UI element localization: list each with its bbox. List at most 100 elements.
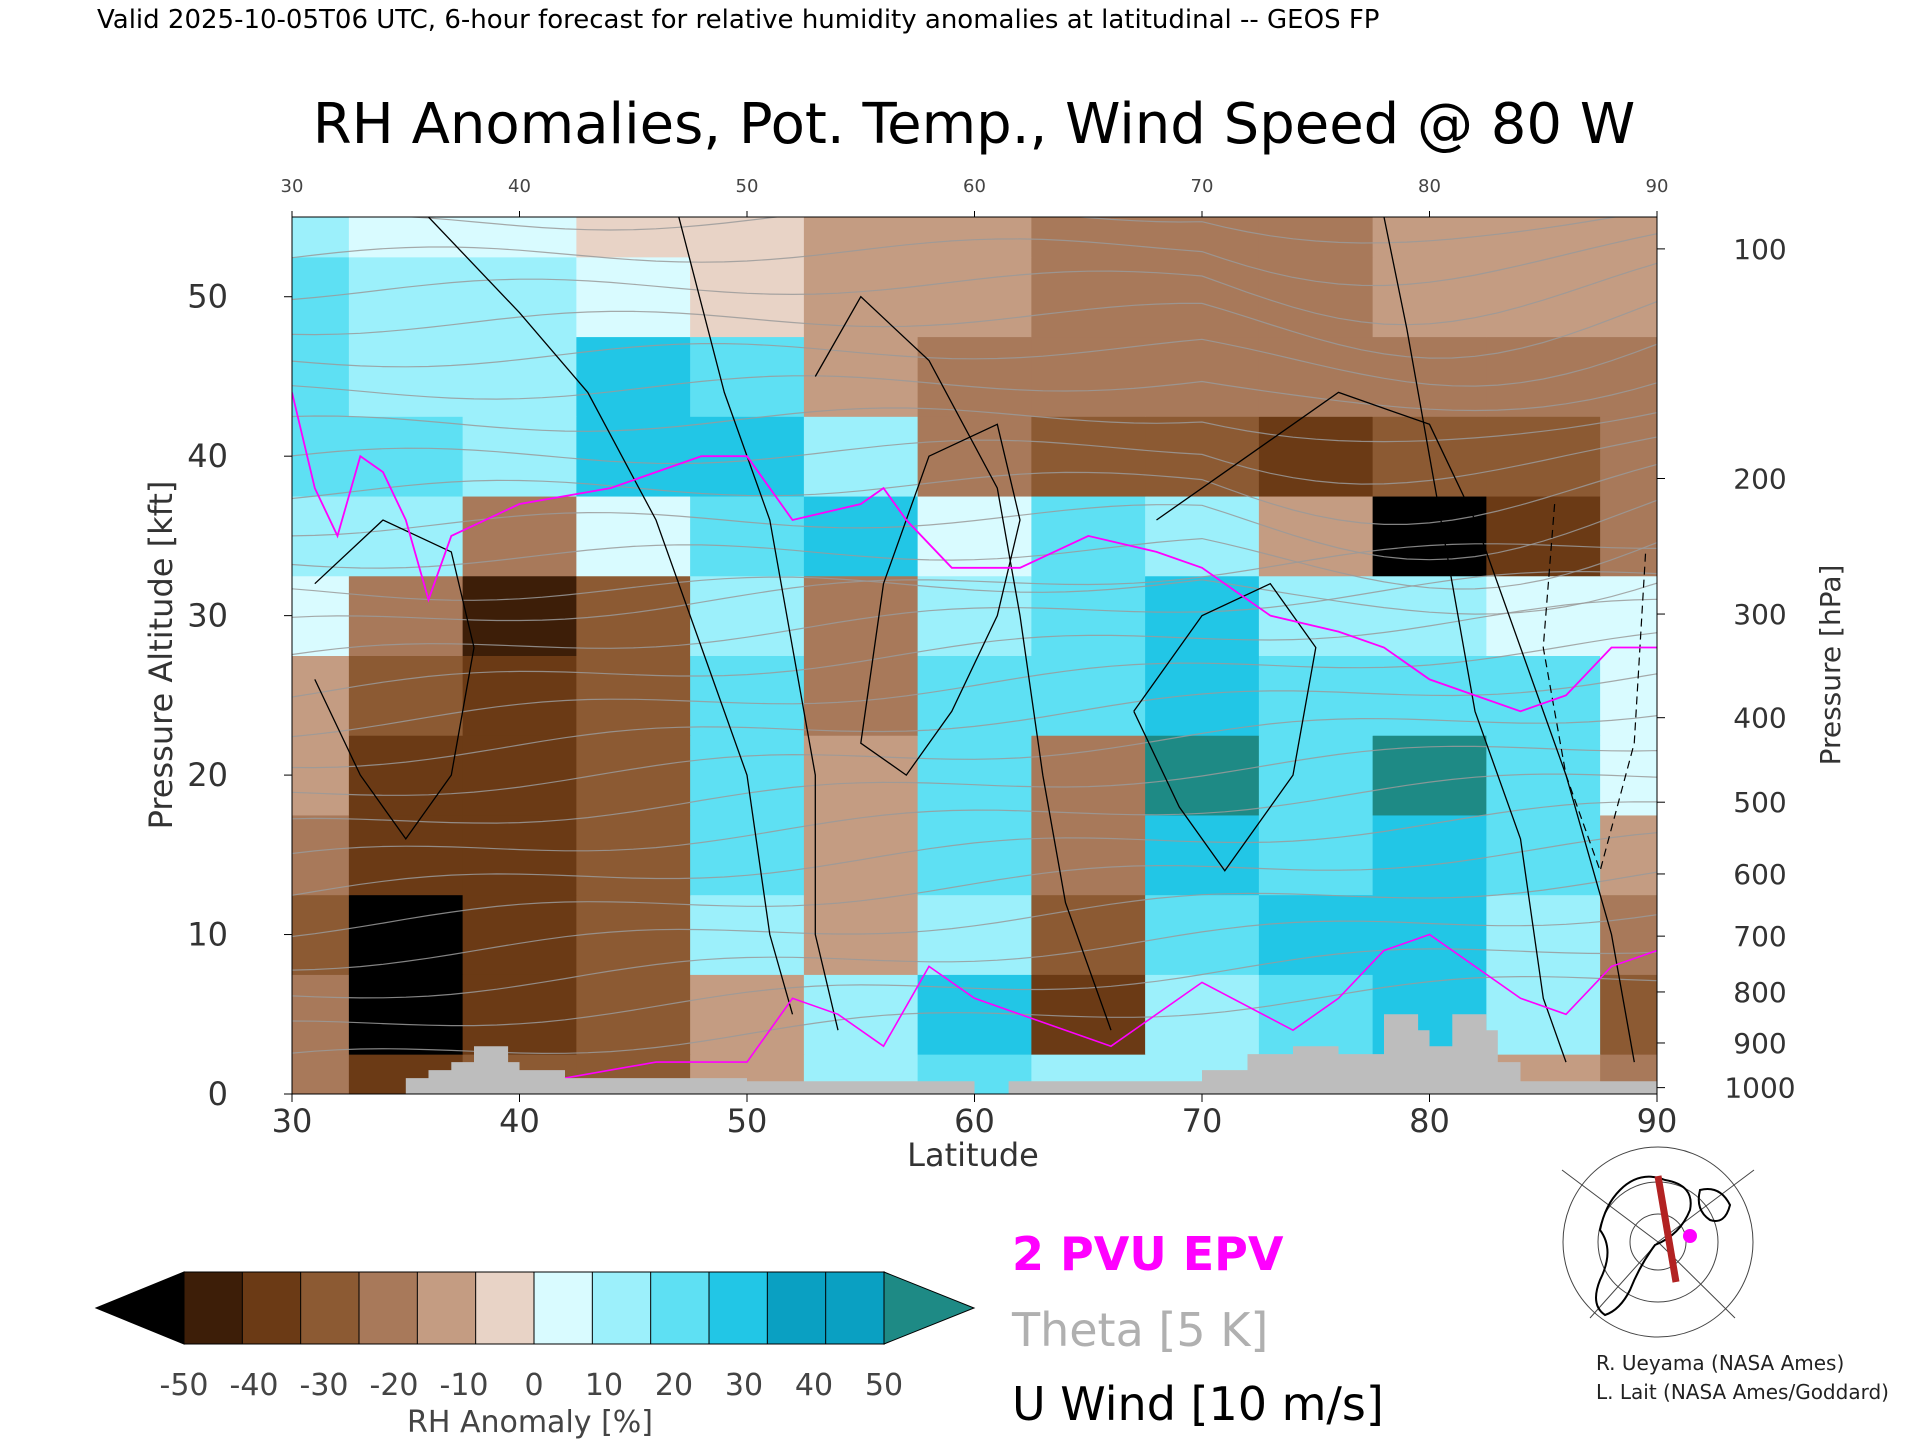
rh-cell <box>292 814 350 896</box>
rh-cell <box>1258 735 1374 816</box>
inset-map <box>1558 1146 1758 1338</box>
rh-cell <box>1145 814 1260 896</box>
rh-cell <box>1258 256 1374 338</box>
rh-cell <box>292 974 350 1055</box>
rh-cell <box>917 575 1032 656</box>
rh-cell <box>1486 496 1601 577</box>
rh-cell <box>462 655 577 736</box>
rh-cell <box>917 256 1032 338</box>
theta-line <box>292 914 1657 999</box>
rh-cell <box>917 496 1032 577</box>
rh-cell <box>1145 655 1260 736</box>
rh-cell <box>462 974 577 1055</box>
rh-cell <box>1372 496 1487 577</box>
rh-cell <box>348 894 464 975</box>
rh-cell <box>576 655 691 736</box>
y2-tick-label: 100 <box>1733 233 1786 266</box>
colorbar-under-arrow <box>94 1271 185 1345</box>
wind-contour <box>1156 391 1635 1063</box>
rh-cell <box>292 217 350 258</box>
rh-cell <box>690 217 805 258</box>
y2-tick-label: 600 <box>1733 858 1786 891</box>
rh-cell <box>348 974 464 1055</box>
colorbar-over-arrow <box>883 1271 976 1345</box>
rh-cell <box>462 575 577 656</box>
colorbar-tick-label: -20 <box>370 1368 419 1403</box>
rh-cell <box>462 814 577 896</box>
rh-anomaly-field <box>292 217 1657 1094</box>
rh-cell <box>1600 814 1657 896</box>
wind-contour <box>1133 582 1317 872</box>
rh-cell <box>803 814 919 896</box>
rh-cell <box>1600 575 1657 656</box>
rh-cell <box>1258 416 1374 497</box>
epv-contour <box>292 392 1657 1079</box>
rh-cell <box>1486 575 1601 656</box>
rh-cell <box>803 655 919 736</box>
rh-cell <box>1600 336 1657 417</box>
rh-cell <box>576 814 691 896</box>
rh-cell <box>690 814 805 896</box>
rh-cell <box>917 217 1032 258</box>
colorbar-swatch <box>825 1271 886 1345</box>
colorbar-swatch <box>241 1271 302 1345</box>
rh-cell <box>917 336 1032 417</box>
x-tick-label: 70 <box>1182 1102 1223 1140</box>
rh-cell <box>690 336 805 417</box>
rh-cell <box>1145 894 1260 975</box>
rh-cell <box>462 894 577 975</box>
chart-title: RH Anomalies, Pot. Temp., Wind Speed @ 8… <box>313 92 1635 157</box>
top-tick-label: 30 <box>281 176 304 197</box>
theta-line <box>292 871 1657 971</box>
rh-cell <box>690 974 805 1055</box>
theta-line <box>292 537 1657 590</box>
legend-theta: Theta [5 K] <box>1011 1303 1268 1357</box>
legend-epv: 2 PVU EPV <box>1012 1227 1284 1281</box>
colorbar-swatch <box>766 1271 827 1345</box>
rh-cell <box>1145 496 1260 577</box>
rh-cell <box>576 894 691 975</box>
y2-tick-label: 500 <box>1733 786 1786 819</box>
theta-line <box>292 632 1657 738</box>
rh-cell <box>1258 496 1374 577</box>
rh-cell <box>348 814 464 896</box>
rh-cell <box>1145 416 1260 497</box>
inset-marker <box>1683 1229 1697 1243</box>
theta-line <box>292 375 1657 412</box>
y2-tick-label: 800 <box>1733 976 1786 1009</box>
colorbar-tick-label: -40 <box>230 1368 279 1403</box>
theta-line <box>292 571 1657 656</box>
rh-cell <box>1600 496 1657 577</box>
rh-cell <box>348 217 464 258</box>
wind-contours <box>314 217 1647 1063</box>
rh-cell <box>348 496 464 577</box>
colorbar-tick-label: -30 <box>300 1368 349 1403</box>
colorbar-swatch <box>650 1271 711 1345</box>
top-tick-label: 90 <box>1646 176 1669 197</box>
rh-cell <box>576 496 691 577</box>
rh-cell <box>1486 416 1601 497</box>
credit-2: L. Lait (NASA Ames/Goddard) <box>1596 1380 1889 1404</box>
theta-line <box>292 407 1657 443</box>
x-tick-label: 40 <box>499 1102 540 1140</box>
theta-line <box>292 975 1657 1055</box>
rh-cell <box>1372 256 1487 338</box>
rh-cell <box>576 575 691 656</box>
colorbar-tick-label: 30 <box>725 1368 763 1403</box>
y2-tick-label: 300 <box>1733 598 1786 631</box>
rh-cell <box>462 496 577 577</box>
rh-cell <box>1031 575 1146 656</box>
theta-line <box>292 745 1657 824</box>
legend-wind: U Wind [10 m/s] <box>1012 1377 1384 1431</box>
inset-track-line <box>1654 1175 1680 1283</box>
rh-cell <box>1486 894 1601 975</box>
credit-1: R. Ueyama (NASA Ames) <box>1596 1351 1844 1375</box>
rh-cell <box>1031 256 1146 338</box>
rh-cell <box>1031 814 1146 896</box>
x-tick-label: 80 <box>1409 1102 1450 1140</box>
rh-cell <box>1258 217 1374 258</box>
rh-cell <box>1258 814 1374 896</box>
theta-line <box>292 576 1657 615</box>
rh-cell <box>348 735 464 816</box>
theta-line <box>292 436 1657 485</box>
